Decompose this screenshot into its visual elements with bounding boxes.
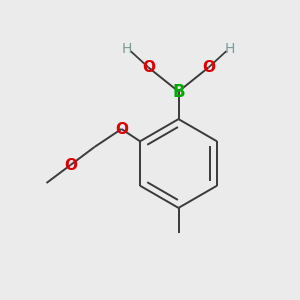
Text: H: H [225, 42, 235, 56]
Text: O: O [202, 60, 215, 75]
Text: O: O [142, 60, 155, 75]
Text: H: H [122, 42, 132, 56]
Text: O: O [64, 158, 77, 172]
Text: B: B [172, 82, 185, 100]
Text: O: O [115, 122, 128, 136]
